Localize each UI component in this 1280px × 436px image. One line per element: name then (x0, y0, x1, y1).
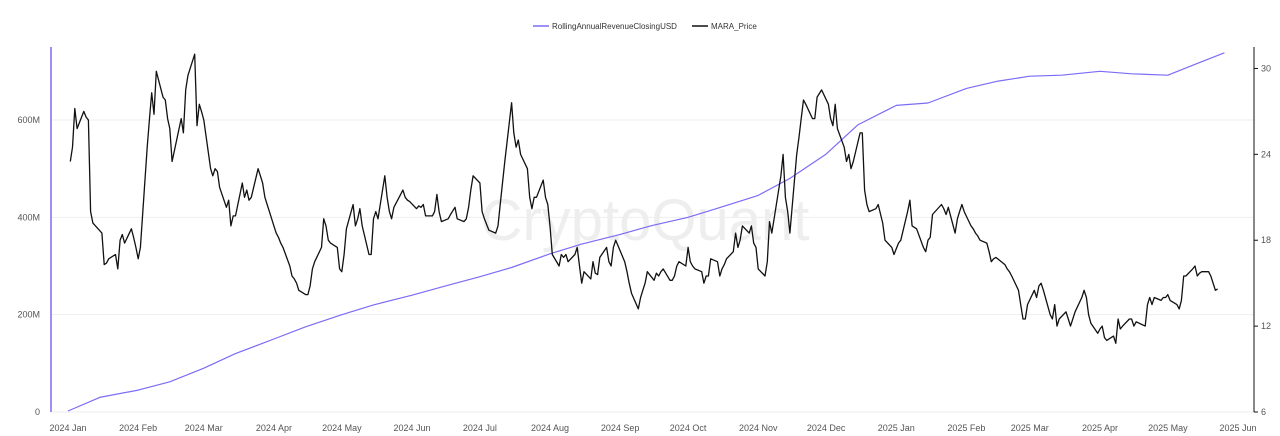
series-layer (67, 52, 1225, 412)
x-tick-label-11: 2024 Dec (807, 423, 846, 433)
right-tick-label-2: 18 (1261, 235, 1271, 245)
right-y-axis-ticks: 6 12 18 24 30 (1254, 63, 1271, 417)
legend[interactable]: RollingAnnualRevenueClosingUSD MARA_Pric… (533, 22, 757, 31)
watermark-text: CryptoQuant (481, 188, 810, 253)
x-tick-label-1: 2024 Feb (119, 423, 157, 433)
left-y-axis-ticks: 0 200M 400M 600M (17, 115, 40, 417)
x-tick-label-12: 2025 Jan (878, 423, 915, 433)
x-tick-label-14: 2025 Mar (1011, 423, 1049, 433)
x-tick-label-17: 2025 Jun (1219, 423, 1256, 433)
x-tick-label-4: 2024 May (322, 423, 362, 433)
legend-label-revenue: RollingAnnualRevenueClosingUSD (552, 22, 677, 31)
x-tick-label-16: 2025 May (1148, 423, 1188, 433)
x-tick-label-9: 2024 Oct (670, 423, 707, 433)
legend-label-mara-price: MARA_Price (711, 22, 757, 31)
right-tick-label-3: 24 (1261, 149, 1271, 159)
x-tick-label-15: 2025 Apr (1082, 423, 1118, 433)
x-tick-label-7: 2024 Aug (531, 423, 569, 433)
left-tick-label-2: 400M (17, 212, 40, 222)
x-tick-label-3: 2024 Apr (256, 423, 292, 433)
x-tick-label-6: 2024 Jul (463, 423, 497, 433)
right-tick-label-4: 30 (1261, 63, 1271, 73)
x-tick-label-8: 2024 Sep (601, 423, 640, 433)
right-tick-label-1: 12 (1261, 321, 1271, 331)
legend-item-mara-price[interactable]: MARA_Price (692, 22, 757, 31)
x-tick-label-13: 2025 Feb (947, 423, 985, 433)
legend-item-revenue[interactable]: RollingAnnualRevenueClosingUSD (533, 22, 677, 31)
left-tick-label-1: 200M (17, 310, 40, 320)
left-tick-label-3: 600M (17, 115, 40, 125)
left-tick-label-0: 0 (35, 407, 40, 417)
series-line-revenue (67, 52, 1225, 412)
x-tick-label-2: 2024 Mar (185, 423, 223, 433)
x-tick-label-5: 2024 Jun (393, 423, 430, 433)
gridlines (51, 119, 1254, 413)
x-tick-label-10: 2024 Nov (739, 423, 778, 433)
x-axis-ticks: 2024 Jan 2024 Feb 2024 Mar 2024 Apr 2024 May… (49, 423, 1256, 433)
right-tick-label-0: 6 (1261, 407, 1266, 417)
x-tick-label-0: 2024 Jan (49, 423, 86, 433)
series-line-mara-price (69, 53, 1218, 344)
